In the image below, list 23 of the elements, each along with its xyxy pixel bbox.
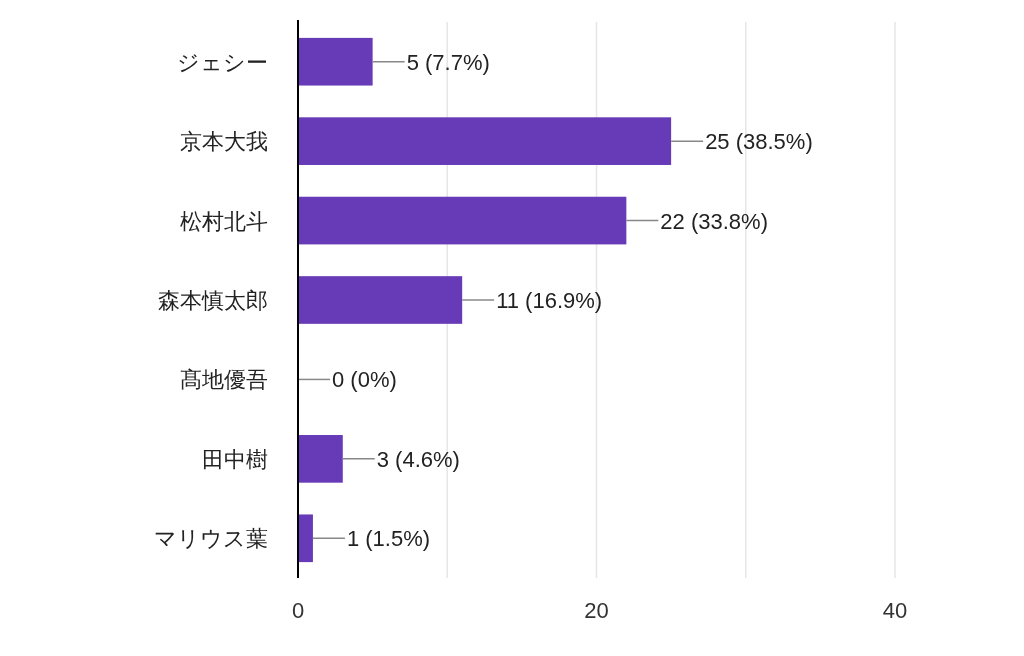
y-tick-label: 松村北斗 [180, 208, 268, 234]
bar [298, 435, 343, 483]
y-tick-label: 京本大我 [180, 129, 268, 155]
y-tick-label: マリウス葉 [154, 526, 268, 552]
data-label: 1 (1.5%) [346, 526, 431, 552]
bar [298, 117, 672, 165]
y-tick-label: 髙地優吾 [180, 367, 268, 393]
y-tick-label: ジェシー [177, 49, 268, 75]
bar [298, 514, 313, 563]
data-label: 22 (33.8%) [660, 208, 768, 234]
bar [298, 276, 463, 324]
data-label: 5 (7.7%) [406, 49, 490, 75]
data-label: 3 (4.6%) [376, 446, 460, 472]
x-tick-label: 20 [584, 598, 609, 623]
data-label: 11 (16.9%) [496, 288, 603, 313]
bar [298, 37, 373, 86]
y-tick-label: 森本慎太郎 [158, 288, 268, 313]
x-tick-label: 40 [882, 598, 908, 623]
y-tick-label: 田中樹 [202, 446, 268, 472]
data-label: 25 (38.5%) [705, 129, 813, 155]
data-label: 0 (0%) [332, 367, 397, 393]
bar [298, 196, 627, 245]
x-tick-label: 0 [291, 598, 305, 623]
